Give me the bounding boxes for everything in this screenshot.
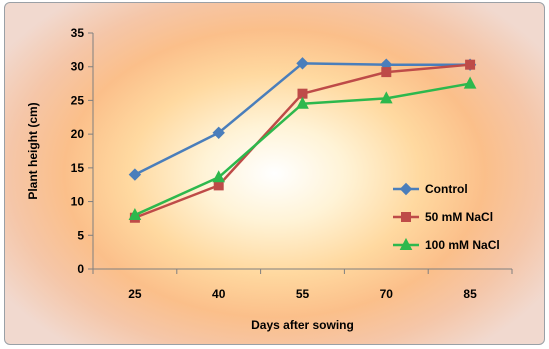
data-point <box>381 67 392 78</box>
legend-entry-label: Control <box>425 182 468 196</box>
legend: Control 50 mM NaCl 100 mM NaCl <box>393 182 500 252</box>
line-chart: 0 5 10 15 20 25 30 35 25 40 55 70 85 Control 50 mM Na… <box>26 26 513 332</box>
data-point <box>212 170 226 183</box>
y-tick-label: 10 <box>71 195 85 209</box>
axes: 0 5 10 15 20 25 30 35 25 40 55 70 85 <box>71 26 513 301</box>
data-point <box>463 76 477 89</box>
legend-entry-label: 50 mM NaCl <box>425 210 493 224</box>
legend-entry-label: 100 mM NaCl <box>425 238 500 252</box>
y-tick-label: 35 <box>71 26 85 40</box>
y-tick-label: 5 <box>77 228 84 242</box>
data-point <box>212 126 225 140</box>
data-point <box>379 91 393 104</box>
y-axis-title: Plant height (cm) <box>26 102 40 199</box>
chart-frame: 0 5 10 15 20 25 30 35 25 40 55 70 85 Control 50 mM Na… <box>4 2 545 345</box>
series-line-2 <box>133 63 472 220</box>
y-tick-label: 20 <box>71 127 85 141</box>
y-tick-label: 15 <box>71 161 85 175</box>
series-line-1 <box>133 62 472 176</box>
data-point <box>128 168 142 181</box>
x-tick-label: 55 <box>296 287 310 301</box>
x-tick-label: 25 <box>128 287 142 301</box>
y-tick-label: 30 <box>71 60 85 74</box>
x-tick-label: 70 <box>380 287 394 301</box>
y-tick-label: 25 <box>71 93 85 107</box>
x-tick-label: 40 <box>212 287 226 301</box>
legend-marker <box>401 212 411 222</box>
y-tick-label: 0 <box>77 262 84 276</box>
data-point <box>465 59 476 70</box>
data-point <box>128 207 142 221</box>
legend-marker <box>399 182 413 196</box>
data-point <box>296 96 309 109</box>
x-tick-label: 85 <box>463 287 477 301</box>
data-point <box>296 57 309 70</box>
x-axis-title: Days after sowing <box>251 318 354 332</box>
legend-marker <box>399 237 413 250</box>
series-layer <box>128 57 477 223</box>
